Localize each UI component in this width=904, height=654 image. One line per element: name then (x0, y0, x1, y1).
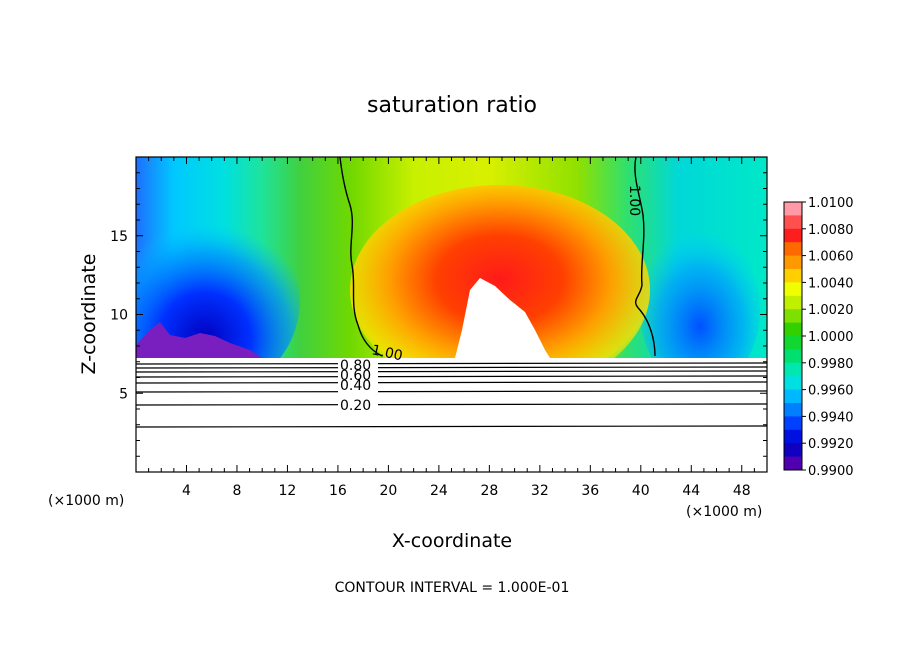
x-tick-label: 36 (581, 483, 599, 499)
contour-label-0-20: 0.20 (340, 398, 371, 414)
colorbar-label: 0.9980 (808, 357, 854, 372)
x-tick-label: 28 (480, 483, 498, 499)
x-unit-right: (×1000 m) (686, 504, 762, 520)
contour-1-00-right (634, 157, 656, 357)
contour-label-0-80: 0.80 (340, 358, 371, 374)
colorbar-label: 1.0020 (808, 303, 854, 318)
colorbar-label: 1.0080 (808, 223, 854, 238)
unsaturated-lower-layer (136, 358, 767, 472)
colorbar-label: 1.0060 (808, 250, 854, 265)
colorbar-band (784, 269, 802, 283)
x-tick-label: 24 (430, 483, 448, 499)
contour-1-00-left (339, 157, 383, 357)
colorbar-band (784, 215, 802, 230)
colorbar-label: 0.9900 (808, 464, 854, 479)
colorbar-label: 1.0000 (808, 330, 854, 345)
y-tick-label: 5 (119, 386, 128, 402)
unsaturated-cap (455, 278, 550, 358)
contour-label-1-00-right: 1.00 (626, 185, 642, 216)
x-tick-label: 8 (232, 483, 241, 499)
colorbar-band (784, 403, 802, 417)
x-tick-label: 12 (279, 483, 297, 499)
supersaturated-core (350, 185, 650, 395)
colorbar-band (784, 295, 802, 310)
x-tick-label: 44 (682, 483, 700, 499)
x-axis-label: X-coordinate (392, 530, 512, 552)
colorbar-label: 1.0100 (808, 196, 854, 211)
colorbar-band (784, 322, 802, 337)
saturation-field (136, 157, 767, 472)
x-tick-label: 4 (182, 483, 191, 499)
colorbar-band (784, 389, 802, 404)
contour-label-1-00-left: 1.00 (370, 342, 404, 364)
x-unit-left: (×1000 m) (48, 493, 124, 509)
x-tick-labels: 4 8 12 16 20 24 28 32 36 40 44 48 (182, 483, 751, 499)
colorbar-band (784, 349, 802, 364)
colorbar-band (784, 282, 802, 297)
colorbar-band (784, 309, 802, 324)
colorbar-label: 1.0040 (808, 276, 854, 291)
colorbar-band (784, 336, 802, 350)
colorbar-band (784, 362, 802, 377)
x-tick-label: 40 (632, 483, 650, 499)
colorbar-band (784, 456, 802, 471)
subsaturated-bump-left (136, 322, 262, 358)
chart-title: saturation ratio (367, 93, 537, 118)
y-tick-label: 10 (110, 308, 128, 324)
y-axis-label: Z-coordinate (78, 254, 100, 375)
colorbar-band (784, 228, 802, 243)
contour-interval-note: CONTOUR INTERVAL = 1.000E-01 (335, 580, 570, 596)
colorbar-label: 0.9940 (808, 410, 854, 425)
contour-label-0-60: 0.60 (340, 368, 371, 384)
colorbar-band (784, 242, 802, 257)
x-tick-label: 32 (531, 483, 549, 499)
contour-label-0-40: 0.40 (340, 378, 371, 394)
contour-labels: 1.00 1.00 0.80 0.60 0.40 0.20 (338, 185, 642, 414)
colorbar-band (784, 376, 802, 391)
axis-ticks (136, 157, 767, 472)
colorbar: 1.0100 1.0080 1.0060 1.0040 1.0020 1.0000 0.99… (783, 196, 854, 479)
y-tick-label: 15 (110, 229, 128, 245)
colorbar-band (784, 416, 802, 431)
x-tick-label: 16 (329, 483, 347, 499)
colorbar-band (784, 429, 802, 444)
colorbar-band (784, 443, 802, 458)
cold-region-right (640, 230, 760, 390)
colorbar-label: 0.9960 (808, 384, 854, 399)
y-tick-labels: 5 10 15 (110, 229, 128, 403)
colorbar-label: 0.9920 (808, 437, 854, 452)
x-tick-label: 48 (733, 483, 751, 499)
colorbar-band (784, 255, 802, 270)
x-tick-label: 20 (379, 483, 397, 499)
colorbar-band (784, 202, 802, 216)
